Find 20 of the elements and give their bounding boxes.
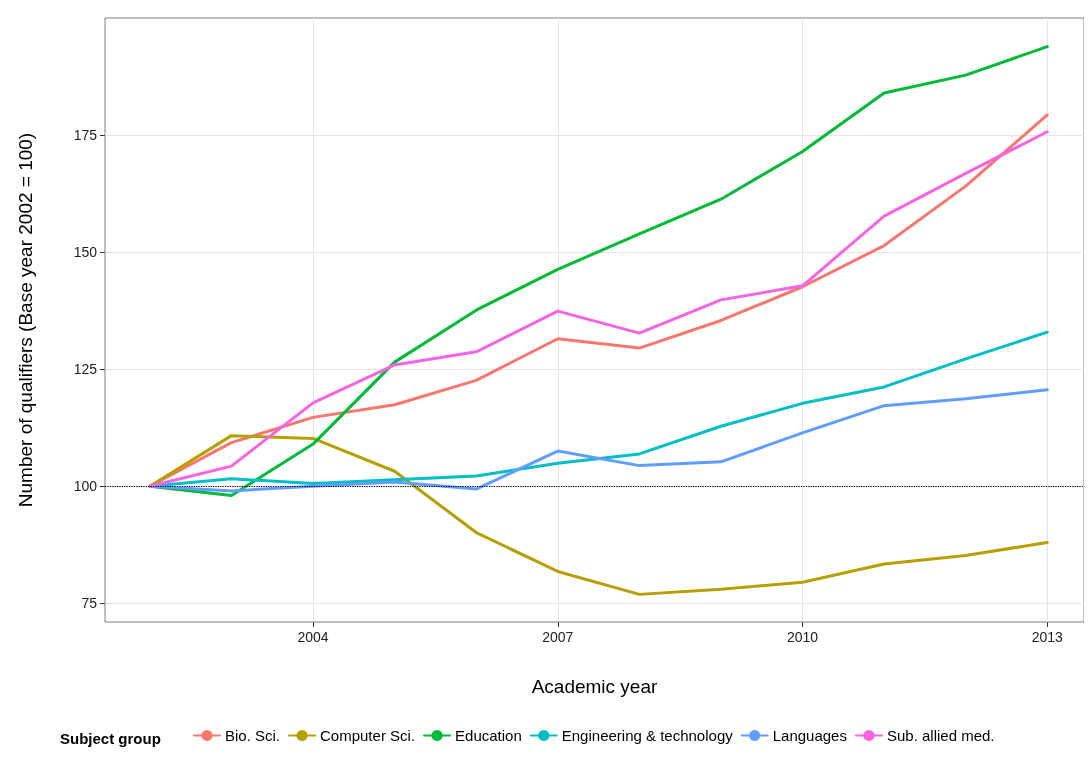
legend-label: Engineering & technology: [561, 727, 734, 744]
legend-label: Education: [455, 727, 522, 744]
legend-title: Subject group: [60, 730, 161, 747]
legend-label: Sub. allied med.: [886, 727, 995, 744]
y-tick-label: 125: [73, 361, 98, 378]
line-series: [148, 388, 1049, 493]
x-tick-label: 2010: [786, 629, 819, 645]
y-axis-title: Number of qualifiers (Base year 2002 = 100): [15, 132, 36, 508]
x-tick-label: 2013: [1031, 629, 1064, 645]
x-tick-label: 2004: [297, 629, 329, 645]
legend-label: Bio. Sci.: [225, 727, 281, 744]
legend-label: Computer Sci.: [320, 727, 416, 744]
y-tick-label: 150: [73, 244, 98, 261]
line-series: [148, 434, 1049, 596]
legend-label: Languages: [772, 727, 847, 744]
y-tick-label: 175: [73, 127, 98, 144]
y-tick-label: 100: [73, 478, 98, 495]
x-axis-title: Academic year: [531, 676, 658, 697]
x-tick-label: 2007: [542, 629, 574, 645]
y-tick-label: 75: [81, 595, 98, 612]
